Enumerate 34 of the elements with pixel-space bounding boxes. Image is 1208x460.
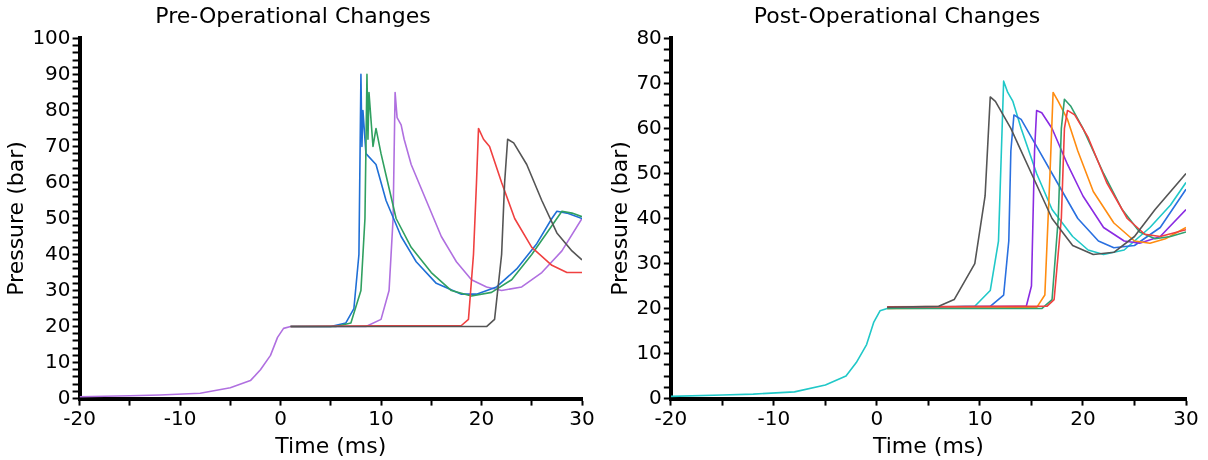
x-tick-label: 0 (870, 405, 884, 430)
x-tick-label: 10 (967, 405, 993, 430)
y-tick-label: 10 (45, 348, 71, 373)
x-axis-title: Time (ms) (871, 432, 984, 458)
y-tick-label: 30 (636, 249, 662, 274)
y-tick-label: 100 (32, 24, 71, 49)
chart-title: Pre-Operational Changes (155, 2, 431, 28)
y-tick-label: 60 (636, 114, 662, 139)
y-tick-label: 50 (45, 204, 71, 229)
y-axis-title: Pressure (bar) (606, 141, 632, 296)
x-tick-label: 0 (274, 405, 287, 430)
y-tick-label: 80 (45, 96, 71, 121)
x-tick-label: 20 (468, 405, 495, 430)
y-tick-label: 20 (636, 294, 662, 319)
y-tick-label: 60 (45, 168, 71, 193)
x-tick-label: 10 (368, 405, 394, 430)
y-tick-label: 70 (636, 69, 662, 94)
x-tick-label: 30 (569, 405, 595, 430)
chart-title: Post-Operational Changes (753, 2, 1041, 28)
y-tick-label: 10 (636, 339, 662, 364)
x-tick-label: -10 (757, 405, 791, 430)
y-tick-label: 50 (636, 159, 662, 184)
x-tick-label: 20 (1070, 405, 1096, 430)
y-tick-label: 40 (45, 240, 71, 265)
y-tick-label: 40 (636, 204, 662, 229)
x-axis-title: Time (ms) (274, 432, 387, 458)
y-axis-title: Pressure (bar) (2, 141, 28, 296)
y-tick-label: 70 (45, 132, 71, 157)
y-tick-label: 20 (45, 312, 71, 337)
x-tick-label: 30 (1173, 405, 1199, 430)
y-tick-label: 90 (45, 60, 71, 85)
y-tick-label: 30 (45, 276, 71, 301)
x-tick-label: -10 (163, 405, 197, 430)
y-tick-label: 80 (636, 24, 662, 49)
